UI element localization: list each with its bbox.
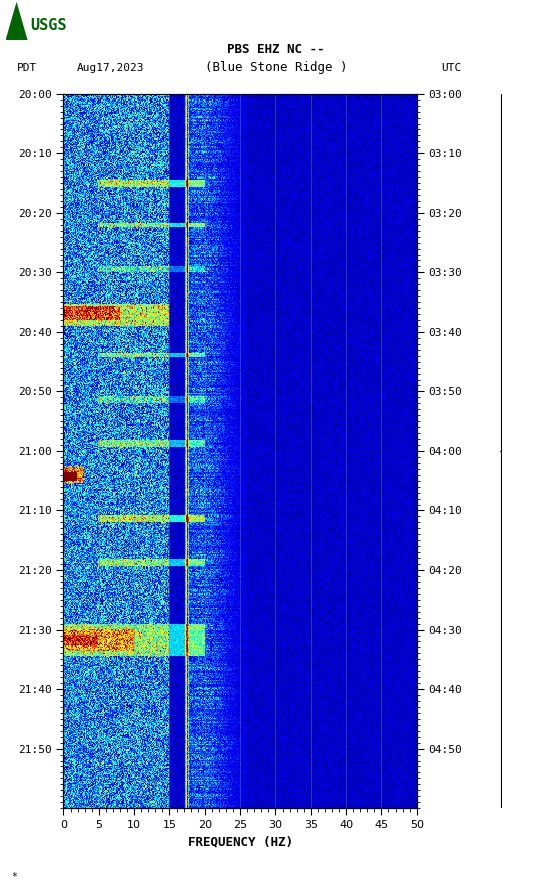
Text: PBS EHZ NC --: PBS EHZ NC -- xyxy=(227,43,325,55)
Text: USGS: USGS xyxy=(30,18,67,33)
Text: *: * xyxy=(11,872,17,882)
Polygon shape xyxy=(6,2,28,40)
Text: UTC: UTC xyxy=(442,63,462,73)
Text: PDT: PDT xyxy=(17,63,37,73)
Text: (Blue Stone Ridge ): (Blue Stone Ridge ) xyxy=(205,62,347,74)
Text: Aug17,2023: Aug17,2023 xyxy=(77,63,145,73)
X-axis label: FREQUENCY (HZ): FREQUENCY (HZ) xyxy=(188,836,293,848)
